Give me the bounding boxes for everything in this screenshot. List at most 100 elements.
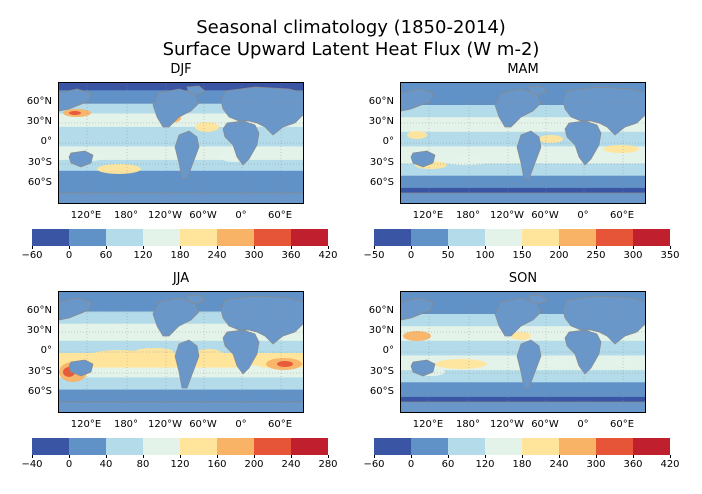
colorbar-segment — [485, 229, 522, 246]
land-outline — [174, 130, 200, 180]
lon-label: 180° — [455, 419, 481, 430]
lat-label: 0° — [382, 136, 394, 147]
land-outline — [564, 120, 602, 166]
colorbar-tick — [290, 455, 292, 458]
lat-label: 0° — [382, 345, 394, 356]
map-djf — [58, 82, 304, 204]
lon-label: 180° — [455, 210, 481, 221]
colorbar-tick — [373, 246, 375, 249]
lon-label: 0° — [235, 210, 247, 221]
chart-title: Seasonal climatology (1850-2014) — [196, 17, 506, 38]
colorbar-tick — [669, 246, 671, 249]
colorbar-tick — [410, 455, 412, 458]
map-field-jja — [59, 292, 303, 412]
colorbar-tick-label: 200 — [549, 250, 569, 261]
colorbar-tick — [632, 246, 634, 249]
land-outline — [174, 339, 200, 389]
lon-label: 0° — [577, 210, 589, 221]
colorbar-tick-label: 0 — [65, 250, 73, 261]
field-band — [59, 292, 303, 299]
colorbar-segment — [448, 438, 485, 455]
colorbar-tick-label: 240 — [207, 250, 227, 261]
lat-label: 30°N — [26, 116, 52, 127]
colorbar-tick — [558, 246, 560, 249]
colorbar-tick — [68, 246, 70, 249]
colorbar-segment — [143, 438, 180, 455]
colorbar-tick-label: 120 — [133, 250, 153, 261]
field-patch — [403, 331, 431, 341]
colorbar-segment — [217, 438, 254, 455]
colorbar-tick — [179, 246, 181, 249]
colorbar-tick-label: 180 — [170, 250, 190, 261]
lon-label: 0° — [577, 419, 589, 430]
map-field-mam — [401, 83, 645, 203]
lat-label: 30°N — [26, 325, 52, 336]
colorbar-segment — [485, 438, 522, 455]
colorbar-tick — [327, 455, 329, 458]
lon-label: 120°E — [70, 210, 102, 221]
colorbar-djf — [32, 229, 328, 246]
field-patch — [97, 164, 141, 174]
colorbar-tick-label: 420 — [660, 459, 680, 470]
colorbar-segment — [143, 229, 180, 246]
colorbar-tick — [327, 246, 329, 249]
lon-label: 60°W — [531, 419, 559, 430]
colorbar-segment — [411, 438, 448, 455]
land-outline — [220, 295, 303, 345]
colorbar-tick — [105, 246, 107, 249]
colorbar-tick-label: 360 — [281, 250, 301, 261]
colorbar-tick-label: 120 — [170, 459, 190, 470]
colorbar-segment — [254, 229, 291, 246]
colorbar-tick-label: 350 — [660, 250, 680, 261]
field-patch — [407, 131, 427, 139]
lon-label: 60°E — [609, 419, 635, 430]
panel-title-djf: DJF — [170, 62, 192, 77]
field-patch — [539, 135, 563, 143]
lat-label: 0° — [40, 345, 52, 356]
lon-label: 120°W — [148, 210, 182, 221]
colorbar-segment — [291, 438, 328, 455]
lat-label: 60°N — [26, 305, 52, 316]
field-patch — [610, 357, 642, 367]
colorbar-tick-label: −60 — [363, 459, 385, 470]
land-outline — [401, 192, 645, 203]
colorbar-segment — [633, 438, 670, 455]
colorbar-segment — [69, 229, 106, 246]
field-patch — [435, 359, 487, 369]
colorbar-tick — [216, 455, 218, 458]
lon-label: 60°W — [189, 210, 217, 221]
land-outline — [528, 294, 548, 305]
colorbar-tick — [669, 455, 671, 458]
land-outline — [401, 401, 645, 412]
colorbar-segment — [411, 229, 448, 246]
land-outline — [59, 401, 303, 412]
lat-label: 60°S — [369, 386, 394, 397]
colorbar-tick-label: 100 — [475, 250, 495, 261]
field-patch — [195, 122, 219, 132]
colorbar-tick-label: 200 — [244, 459, 264, 470]
field-patch — [69, 111, 81, 115]
colorbar-tick-label: 280 — [318, 459, 338, 470]
colorbar-tick — [595, 246, 597, 249]
field-patch — [547, 357, 575, 367]
colorbar-segment — [291, 229, 328, 246]
colorbar-tick — [290, 246, 292, 249]
panel-title-son: SON — [508, 271, 538, 286]
lon-label: 120°E — [70, 419, 102, 430]
land-outline — [220, 86, 303, 136]
colorbar-segment — [180, 229, 217, 246]
field-patch — [511, 332, 531, 340]
colorbar-tick-label: 240 — [549, 459, 569, 470]
land-outline — [528, 85, 548, 96]
field-band — [59, 389, 303, 403]
colorbar-segment — [217, 229, 254, 246]
lat-label: 30°S — [27, 157, 52, 168]
lon-label: 120°W — [490, 210, 524, 221]
colorbar-tick — [447, 246, 449, 249]
colorbar-tick-label: 60 — [441, 459, 455, 470]
colorbar-tick-label: 180 — [512, 459, 532, 470]
colorbar-tick-label: 300 — [244, 250, 264, 261]
lon-label: 180° — [113, 419, 139, 430]
lon-label: 120°E — [412, 210, 444, 221]
lon-label: 120°W — [490, 419, 524, 430]
